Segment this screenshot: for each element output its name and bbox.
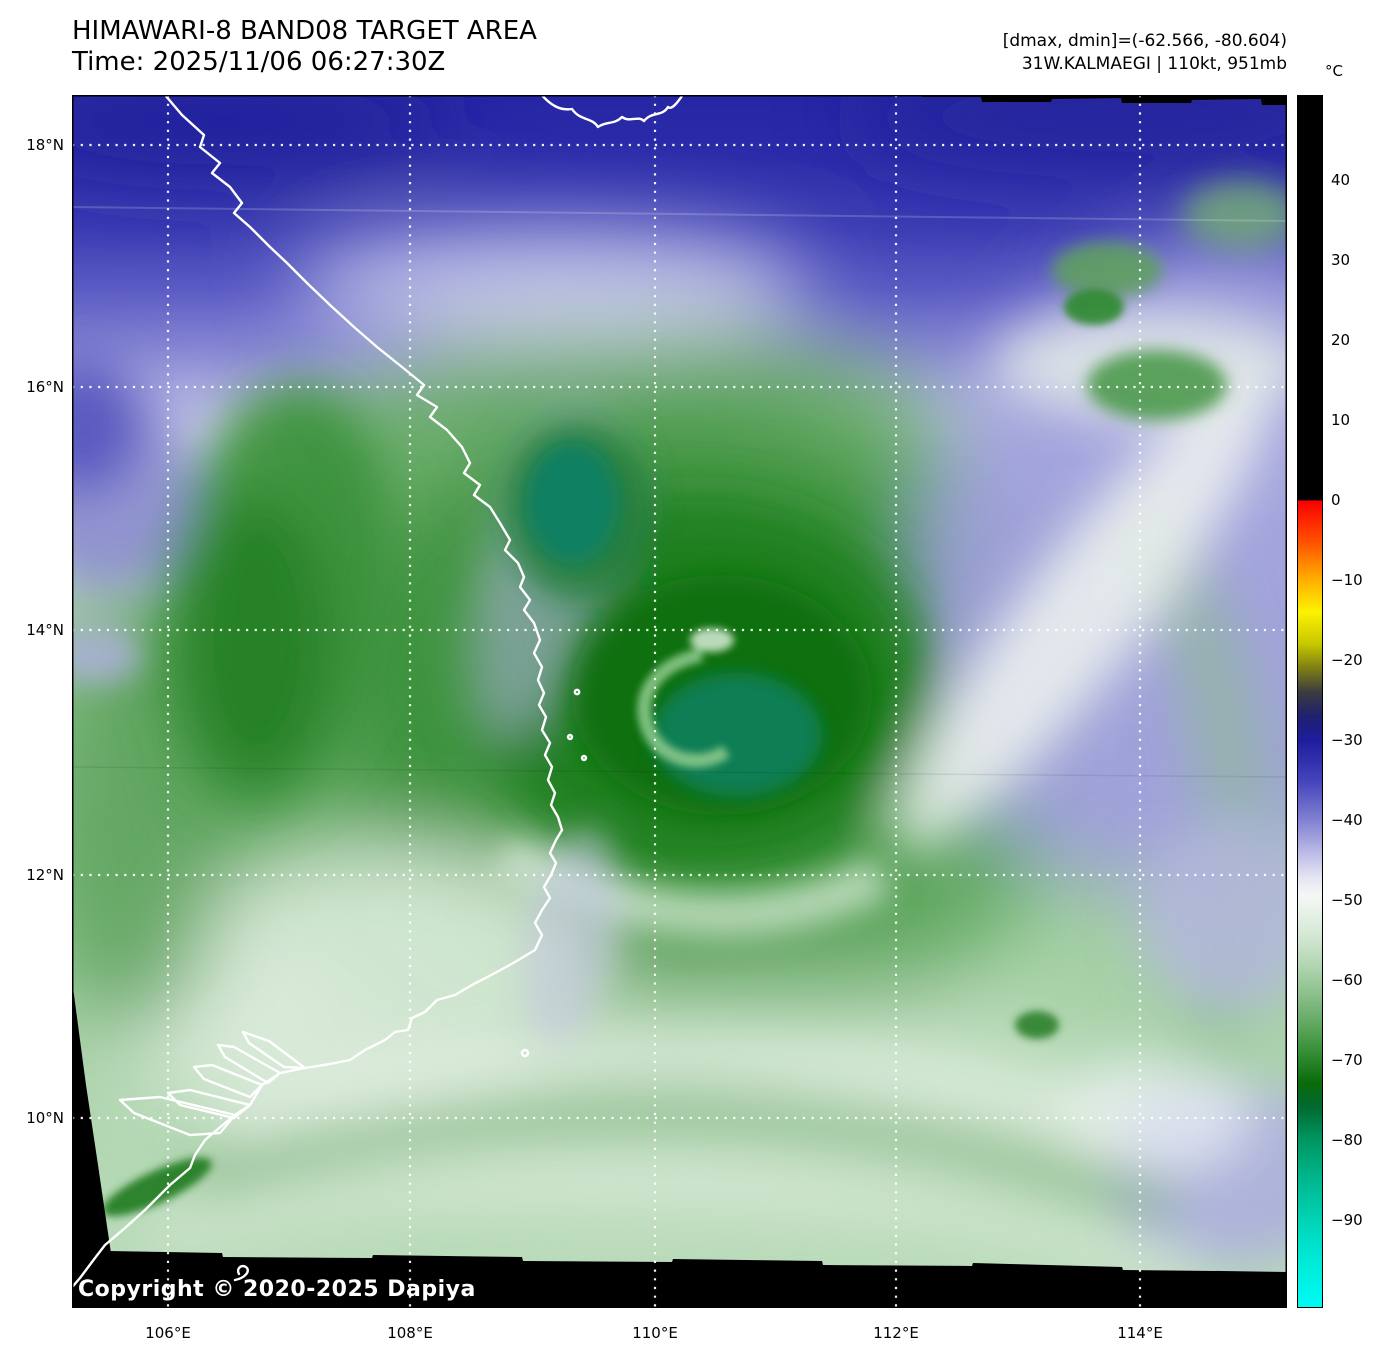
- island-outline: [566, 733, 574, 741]
- island-outline: [580, 754, 588, 762]
- island-outline: [233, 1264, 249, 1282]
- colorbar-tick: −30: [1331, 731, 1363, 749]
- colorbar-tick: −20: [1331, 651, 1363, 669]
- lat-tick-12n: 12°N: [26, 866, 64, 884]
- map-border: [72, 95, 1287, 1308]
- colorbar-tick: −70: [1331, 1051, 1363, 1069]
- colorbar-tick: −90: [1331, 1211, 1363, 1229]
- colorbar-tick: −50: [1331, 891, 1363, 909]
- colorbar-tick: 20: [1331, 331, 1351, 349]
- colorbar-tick: −60: [1331, 971, 1363, 989]
- island-outline: [520, 1048, 530, 1058]
- storm-intensity-readout: 31W.KALMAEGI | 110kt, 951mb: [1021, 54, 1287, 74]
- island-outline: [573, 688, 581, 696]
- lat-tick-10n: 10°N: [26, 1109, 64, 1127]
- colorbar-unit-label: °C: [1325, 62, 1343, 80]
- colorbar-tick: 10: [1331, 411, 1351, 429]
- lat-tick-16n: 16°N: [26, 378, 64, 396]
- no-data-mask: [72, 95, 1287, 1308]
- coastline: [72, 95, 685, 1290]
- temperature-colorbar: [1297, 95, 1323, 1308]
- lon-tick-112e: 112°E: [873, 1324, 919, 1342]
- copyright-notice: Copyright © 2020-2025 Dapiya: [78, 1277, 476, 1302]
- lon-tick-110e: 110°E: [632, 1324, 678, 1342]
- lon-tick-106e: 106°E: [145, 1324, 191, 1342]
- colorbar-tick: −10: [1331, 571, 1363, 589]
- dmax-dmin-readout: [dmax, dmin]=(-62.566, -80.604): [1002, 31, 1287, 51]
- cloud-field: [72, 95, 1287, 1308]
- colorbar-tick: −80: [1331, 1131, 1363, 1149]
- graticule-gridlines: [72, 95, 1287, 1308]
- image-timestamp: Time: 2025/11/06 06:27:30Z: [72, 47, 446, 77]
- lat-tick-18n: 18°N: [26, 136, 64, 154]
- lat-tick-14n: 14°N: [26, 621, 64, 639]
- colorbar-tick: 0: [1331, 491, 1341, 509]
- scan-seam-lines: [72, 206, 1287, 778]
- colorbar-tick: 40: [1331, 171, 1351, 189]
- colorbar-tick: −40: [1331, 811, 1363, 829]
- lon-tick-108e: 108°E: [387, 1324, 433, 1342]
- colorbar-tick: 30: [1331, 251, 1351, 269]
- lon-tick-114e: 114°E: [1117, 1324, 1163, 1342]
- image-title: HIMAWARI-8 BAND08 TARGET AREA: [72, 16, 537, 46]
- satellite-map-panel: [72, 95, 1287, 1308]
- satellite-image: [72, 95, 1287, 1308]
